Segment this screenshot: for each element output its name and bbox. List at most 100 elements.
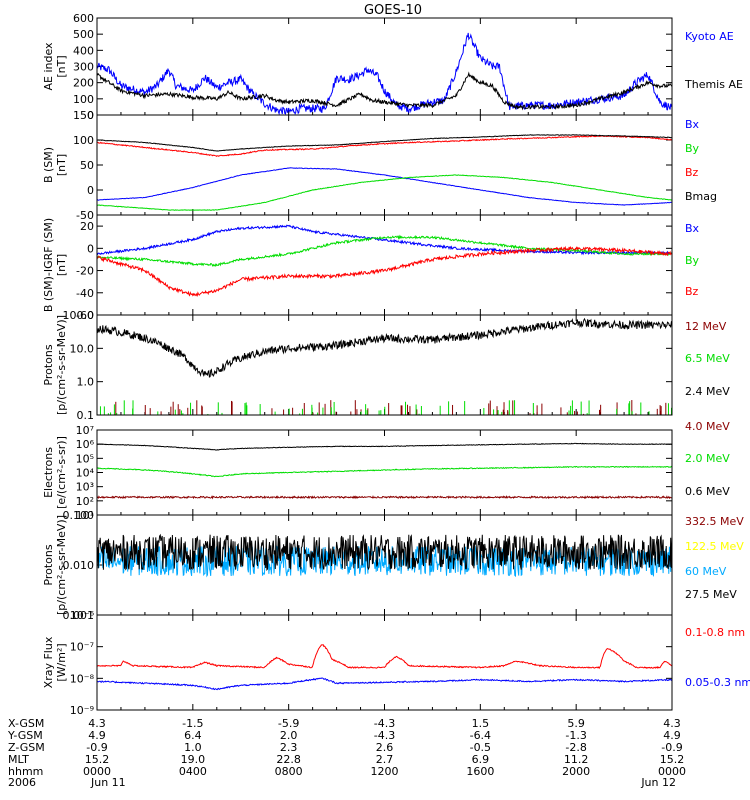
footer-value: -0.5 [470, 741, 491, 754]
legend-label: 4.0 MeV [685, 420, 730, 433]
y-tick-label: 10⁻⁹ [70, 704, 94, 717]
y-tick-label: 20 [80, 220, 94, 233]
footer-value: 2000 [562, 765, 590, 778]
footer-row-label: MLT [8, 753, 29, 766]
y-tick-label: 100 [73, 93, 94, 106]
series-line-3 [96, 135, 673, 157]
panel-1: 0 100 200 300 400 500 600 Kyoto AE Themis AE AE i… [42, 12, 743, 122]
y-tick-label: 150 [73, 109, 94, 122]
y-tick-label: -60 [76, 309, 94, 322]
y-tick-label: 0 [87, 109, 94, 122]
legend-label: 122.5 MeV [685, 540, 744, 553]
series-line-2 [97, 174, 673, 211]
y-tick-label: 100.0 [63, 309, 95, 322]
y-axis-label: B (SM)-IGRF (SM)[nT] [42, 218, 68, 312]
y-tick-label: 10² [76, 495, 94, 508]
footer-value: 11.2 [564, 753, 589, 766]
legend-label: Bz [685, 285, 699, 298]
footer-value: 15.2 [85, 753, 110, 766]
y-tick-label: 10⁶ [76, 438, 95, 451]
legend-label: 60 MeV [685, 565, 727, 578]
series-line-4 [97, 134, 673, 152]
y-tick-label: 300 [73, 61, 94, 74]
series-line-2 [96, 677, 673, 691]
footer-value: Jun 12 [640, 776, 676, 789]
legend-label: 0.05-0.3 nm [685, 676, 750, 689]
footer-value: 4.9 [88, 729, 106, 742]
footer-row-label: X-GSM [8, 717, 44, 730]
footer-value: 0000 [83, 765, 111, 778]
y-axis-label: Xray Flux[W/m²] [42, 636, 68, 688]
y-tick-label: 1.0 [77, 376, 95, 389]
y-tick-label: 100 [73, 134, 94, 147]
y-tick-label: 10.0 [70, 342, 95, 355]
footer-value: 15.2 [660, 753, 685, 766]
legend-label: 12 MeV [685, 320, 727, 333]
y-axis-label-line1: AE index [42, 42, 55, 91]
y-tick-label: 0 [87, 184, 94, 197]
y-axis-label-line1: B (SM)-IGRF (SM) [42, 218, 55, 312]
y-tick-label: 0.1 [77, 409, 95, 422]
footer-value: -1.5 [182, 717, 203, 730]
y-axis-label-line1: Electrons [42, 447, 55, 498]
series-line-1 [96, 644, 673, 670]
y-axis-label-line2: [p/(cm²-s-sr-MeV)] [55, 315, 68, 415]
y-tick-label: 0 [87, 242, 94, 255]
footer-value: 2.3 [280, 741, 298, 754]
footer-value: -1.3 [565, 729, 586, 742]
panel-3: -60 -40 -20 0 20 Bx By Bz B (SM)-IGRF (SM)[nT] [42, 214, 700, 322]
y-tick-label: 10¹ [76, 509, 94, 522]
legend-label: By [685, 142, 700, 155]
footer-value: 6.4 [184, 729, 202, 742]
footer-value: 0400 [179, 765, 207, 778]
footer-value: -5.9 [278, 717, 299, 730]
footer-value: -6.4 [470, 729, 491, 742]
footer-value: 4.9 [663, 729, 681, 742]
footer-value: -4.3 [374, 729, 395, 742]
footer-value: -4.3 [374, 717, 395, 730]
footer-value: 1.5 [472, 717, 490, 730]
y-tick-label: 600 [73, 12, 94, 25]
series-line-1 [96, 224, 673, 256]
y-axis-label-line2: [e/(cm²-s-sr)] [55, 436, 68, 509]
y-axis-label-line1: Protons [42, 344, 55, 385]
footer-row-label: hhmm [8, 765, 43, 778]
y-axis-label-line2: [nT] [55, 254, 68, 276]
y-axis-label-line2: [nT] [55, 55, 68, 77]
chart-title: GOES-10 [364, 3, 422, 18]
footer-value: 0800 [275, 765, 303, 778]
footer-value: Jun 11 [90, 776, 126, 789]
y-axis-label: Protons[p/(cm²-s-sr-MeV)] [42, 315, 68, 415]
footer-value: -2.8 [565, 741, 586, 754]
footer-value: 1600 [466, 765, 494, 778]
legend-label: 0.1-0.8 nm [685, 626, 745, 639]
y-tick-label: 0.010 [63, 559, 95, 572]
y-tick-label: 10³ [76, 481, 94, 494]
y-axis-label: Electrons[e/(cm²-s-sr)] [42, 436, 68, 509]
legend-label: Kyoto AE [685, 30, 734, 43]
y-tick-label: 50 [80, 159, 94, 172]
legend-label: 27.5 MeV [685, 588, 737, 601]
legend-label: 332.5 MeV [685, 515, 744, 528]
y-axis-label: AE index[nT] [42, 42, 68, 91]
footer-row-label: Y-GSM [7, 729, 43, 742]
series-line-3 [96, 317, 673, 378]
series-line-1 [97, 167, 672, 206]
y-tick-label: 10⁴ [76, 467, 95, 480]
panel-2: -50 0 50 100 150 Bx By Bz Bmag B (SM)[nT] [42, 109, 717, 222]
footer-value: 22.8 [276, 753, 301, 766]
y-tick-label: 10⁻⁷ [70, 641, 94, 654]
y-tick-label: 0.001 [63, 609, 95, 622]
panel-frame [96, 314, 673, 416]
y-axis-label-line1: Protons [42, 544, 55, 585]
legend-label: 0.6 MeV [685, 485, 730, 498]
footer-value: 19.0 [181, 753, 206, 766]
footer-value: 6.9 [472, 753, 490, 766]
footer-row-label: 2006 [8, 776, 36, 789]
series-line-2 [96, 71, 673, 111]
footer-value: 2.7 [376, 753, 394, 766]
y-axis-label-line1: Xray Flux [42, 636, 55, 688]
